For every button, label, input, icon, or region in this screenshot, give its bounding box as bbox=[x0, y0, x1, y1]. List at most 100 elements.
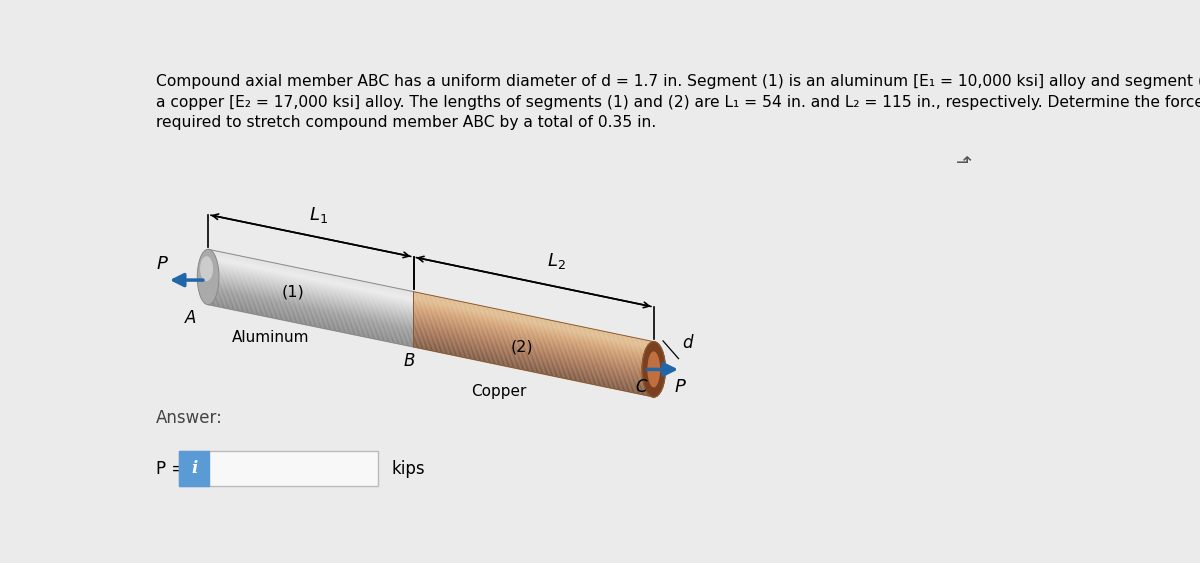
Polygon shape bbox=[414, 303, 654, 354]
Polygon shape bbox=[414, 325, 654, 376]
Polygon shape bbox=[414, 329, 654, 381]
Polygon shape bbox=[414, 330, 654, 381]
Polygon shape bbox=[414, 328, 654, 379]
Polygon shape bbox=[414, 300, 654, 351]
Polygon shape bbox=[414, 332, 654, 382]
Polygon shape bbox=[414, 306, 654, 356]
Text: Copper: Copper bbox=[472, 384, 527, 399]
FancyBboxPatch shape bbox=[179, 452, 209, 486]
Polygon shape bbox=[414, 338, 654, 389]
Polygon shape bbox=[414, 319, 654, 369]
Polygon shape bbox=[208, 288, 414, 332]
Polygon shape bbox=[208, 253, 414, 296]
Text: i: i bbox=[191, 460, 197, 477]
Polygon shape bbox=[208, 298, 414, 342]
Polygon shape bbox=[414, 329, 654, 379]
Polygon shape bbox=[208, 263, 414, 306]
Polygon shape bbox=[414, 342, 654, 394]
Polygon shape bbox=[414, 334, 654, 385]
Polygon shape bbox=[414, 309, 654, 359]
Polygon shape bbox=[414, 337, 654, 388]
Text: $L_1$: $L_1$ bbox=[310, 205, 328, 225]
Polygon shape bbox=[208, 299, 414, 342]
Polygon shape bbox=[414, 310, 654, 361]
Polygon shape bbox=[414, 322, 654, 373]
Text: $d$: $d$ bbox=[683, 334, 695, 352]
Polygon shape bbox=[414, 336, 654, 387]
Ellipse shape bbox=[200, 256, 214, 281]
Text: $A$: $A$ bbox=[184, 309, 197, 327]
Polygon shape bbox=[208, 304, 414, 347]
Polygon shape bbox=[414, 316, 654, 367]
Polygon shape bbox=[414, 316, 654, 368]
Polygon shape bbox=[414, 345, 654, 396]
Polygon shape bbox=[208, 267, 414, 310]
Text: ⬏: ⬏ bbox=[955, 153, 972, 172]
Polygon shape bbox=[208, 276, 414, 319]
Polygon shape bbox=[414, 315, 654, 366]
Polygon shape bbox=[208, 303, 414, 346]
Polygon shape bbox=[208, 281, 414, 324]
Text: a copper [E₂ = 17,000 ksi] alloy. The lengths of segments (1) and (2) are L₁ = 5: a copper [E₂ = 17,000 ksi] alloy. The le… bbox=[156, 95, 1200, 110]
Polygon shape bbox=[208, 287, 414, 330]
Polygon shape bbox=[208, 272, 414, 316]
Text: (2): (2) bbox=[511, 339, 533, 355]
Polygon shape bbox=[414, 312, 654, 363]
Ellipse shape bbox=[647, 351, 660, 387]
Polygon shape bbox=[414, 301, 654, 352]
Text: Compound axial member ABC has a uniform diameter of d = 1.7 in. Segment (1) is a: Compound axial member ABC has a uniform … bbox=[156, 74, 1200, 89]
Polygon shape bbox=[414, 333, 654, 384]
Polygon shape bbox=[208, 273, 414, 316]
Text: $B$: $B$ bbox=[403, 352, 416, 370]
Polygon shape bbox=[208, 293, 414, 336]
Polygon shape bbox=[208, 269, 414, 312]
Polygon shape bbox=[414, 327, 654, 378]
Text: P =: P = bbox=[156, 460, 186, 478]
Polygon shape bbox=[414, 299, 654, 350]
Text: Aluminum: Aluminum bbox=[232, 330, 308, 345]
Text: $L_2$: $L_2$ bbox=[547, 251, 566, 271]
Ellipse shape bbox=[642, 342, 665, 397]
Polygon shape bbox=[208, 283, 414, 326]
Polygon shape bbox=[208, 280, 414, 323]
Polygon shape bbox=[208, 260, 414, 303]
Polygon shape bbox=[414, 320, 654, 371]
Polygon shape bbox=[208, 260, 414, 303]
Polygon shape bbox=[414, 323, 654, 374]
Polygon shape bbox=[208, 294, 414, 338]
Polygon shape bbox=[414, 339, 654, 391]
Polygon shape bbox=[208, 258, 414, 301]
Polygon shape bbox=[414, 346, 654, 397]
Polygon shape bbox=[414, 342, 654, 392]
Polygon shape bbox=[414, 309, 654, 360]
Polygon shape bbox=[208, 275, 414, 319]
Polygon shape bbox=[414, 339, 654, 390]
Polygon shape bbox=[208, 249, 414, 293]
Polygon shape bbox=[208, 284, 414, 328]
Text: $P$: $P$ bbox=[156, 255, 169, 273]
Polygon shape bbox=[208, 283, 414, 327]
Polygon shape bbox=[414, 305, 654, 356]
Polygon shape bbox=[414, 321, 654, 372]
Polygon shape bbox=[208, 291, 414, 334]
Polygon shape bbox=[208, 297, 414, 341]
Polygon shape bbox=[414, 341, 654, 392]
Polygon shape bbox=[208, 268, 414, 311]
Polygon shape bbox=[414, 332, 654, 383]
Text: $P$: $P$ bbox=[674, 378, 688, 396]
Polygon shape bbox=[414, 324, 654, 375]
Polygon shape bbox=[208, 300, 414, 343]
Polygon shape bbox=[208, 301, 414, 345]
Polygon shape bbox=[208, 262, 414, 306]
Polygon shape bbox=[414, 313, 654, 364]
Polygon shape bbox=[414, 294, 654, 345]
Polygon shape bbox=[414, 292, 654, 343]
Polygon shape bbox=[208, 252, 414, 296]
Polygon shape bbox=[414, 296, 654, 346]
Ellipse shape bbox=[197, 249, 218, 305]
Polygon shape bbox=[414, 293, 654, 345]
Polygon shape bbox=[414, 302, 654, 353]
Polygon shape bbox=[414, 335, 654, 386]
Polygon shape bbox=[208, 292, 414, 335]
Polygon shape bbox=[208, 278, 414, 321]
